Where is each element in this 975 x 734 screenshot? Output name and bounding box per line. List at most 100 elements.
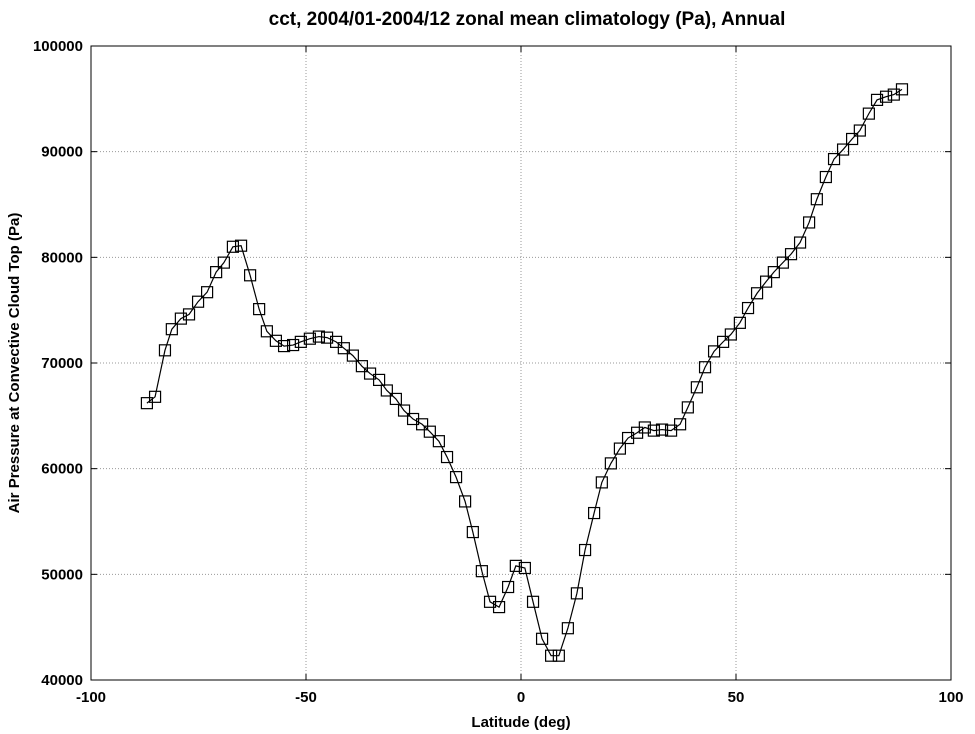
point-marker [234, 239, 248, 252]
point-marker [552, 649, 565, 662]
point-marker [526, 595, 540, 608]
point-marker [870, 93, 884, 106]
x-tick-label: -50 [295, 689, 317, 706]
point-marker [879, 90, 893, 103]
chart-title: cct, 2004/01-2004/12 zonal mean climatol… [269, 9, 786, 30]
point-marker [380, 384, 393, 397]
point-marker [294, 335, 307, 348]
point-marker [561, 622, 574, 635]
point-marker [750, 287, 764, 300]
point-marker [440, 450, 454, 464]
point-marker [346, 349, 359, 362]
point-marker [655, 423, 669, 436]
point-marker [518, 561, 531, 575]
point-marker [638, 421, 651, 434]
y-tick-label: 70000 [41, 355, 83, 372]
x-axis-label: Latitude (deg) [471, 714, 570, 731]
point-marker [253, 303, 266, 316]
x-tick-label: -100 [76, 689, 106, 706]
point-marker [330, 335, 343, 348]
point-marker [724, 328, 737, 341]
point-marker [827, 152, 841, 166]
point-marker [244, 269, 257, 282]
plot-frame [90, 45, 952, 681]
point-marker [595, 476, 608, 489]
point-marker [853, 124, 866, 137]
point-marker [587, 506, 601, 520]
point-marker [165, 323, 178, 336]
y-tick-label: 60000 [41, 461, 83, 478]
point-marker [895, 83, 909, 96]
point-marker [389, 392, 402, 406]
point-marker [312, 330, 325, 343]
point-marker [475, 565, 488, 578]
x-tick-label: 50 [728, 689, 745, 706]
y-tick-label: 100000 [33, 38, 83, 55]
point-marker [733, 316, 746, 329]
point-marker [819, 170, 832, 184]
point-marker [845, 132, 859, 146]
point-marker [784, 248, 798, 261]
point-marker [570, 587, 584, 600]
point-marker [287, 338, 300, 352]
point-marker [191, 295, 205, 308]
x-tick-label: 0 [517, 689, 525, 706]
point-marker [363, 367, 377, 380]
point-marker [802, 216, 816, 229]
point-marker [681, 401, 694, 414]
point-marker [355, 360, 368, 373]
point-marker [174, 312, 187, 325]
point-marker [303, 332, 316, 345]
point-marker [459, 495, 472, 508]
point-marker [492, 600, 506, 614]
point-marker [210, 266, 223, 279]
point-marker [767, 266, 780, 279]
point-marker [690, 381, 703, 394]
point-marker [613, 442, 627, 455]
point-marker [673, 418, 687, 431]
point-marker [320, 331, 334, 344]
point-marker [862, 107, 875, 120]
point-marker [416, 418, 429, 431]
point-marker [810, 193, 823, 206]
point-marker [277, 339, 291, 353]
point-marker [776, 256, 789, 269]
point-marker [535, 632, 549, 645]
x-tick-label: 100 [938, 689, 963, 706]
point-marker [741, 301, 755, 315]
point-marker [664, 424, 678, 437]
point-marker [466, 525, 479, 539]
point-marker [604, 457, 617, 470]
y-axis-label: Air Pressure at Convective Cloud Top (Pa… [6, 213, 23, 514]
y-tick-label: 50000 [41, 566, 83, 583]
point-marker [217, 256, 230, 269]
point-marker [432, 435, 445, 448]
point-marker [140, 397, 153, 410]
point-marker [716, 335, 730, 348]
point-marker [397, 404, 411, 417]
point-marker [698, 361, 712, 374]
y-tick-label: 80000 [41, 249, 83, 266]
point-marker [182, 308, 196, 321]
point-marker [707, 345, 721, 358]
point-marker [647, 424, 660, 437]
point-marker [793, 236, 807, 249]
point-marker [337, 342, 350, 355]
point-marker [836, 143, 850, 156]
point-marker [578, 543, 592, 557]
point-marker [449, 471, 463, 484]
point-marker [373, 373, 386, 387]
point-marker [502, 580, 515, 594]
point-marker [509, 559, 522, 572]
point-marker [423, 425, 436, 438]
point-marker [148, 390, 162, 403]
point-marker [544, 649, 558, 662]
point-marker [158, 344, 172, 357]
y-tick-label: 40000 [41, 672, 83, 689]
point-marker [759, 275, 773, 288]
point-marker [226, 240, 239, 253]
point-marker [260, 325, 273, 338]
point-marker [201, 286, 214, 299]
y-tick-label: 90000 [41, 144, 83, 161]
